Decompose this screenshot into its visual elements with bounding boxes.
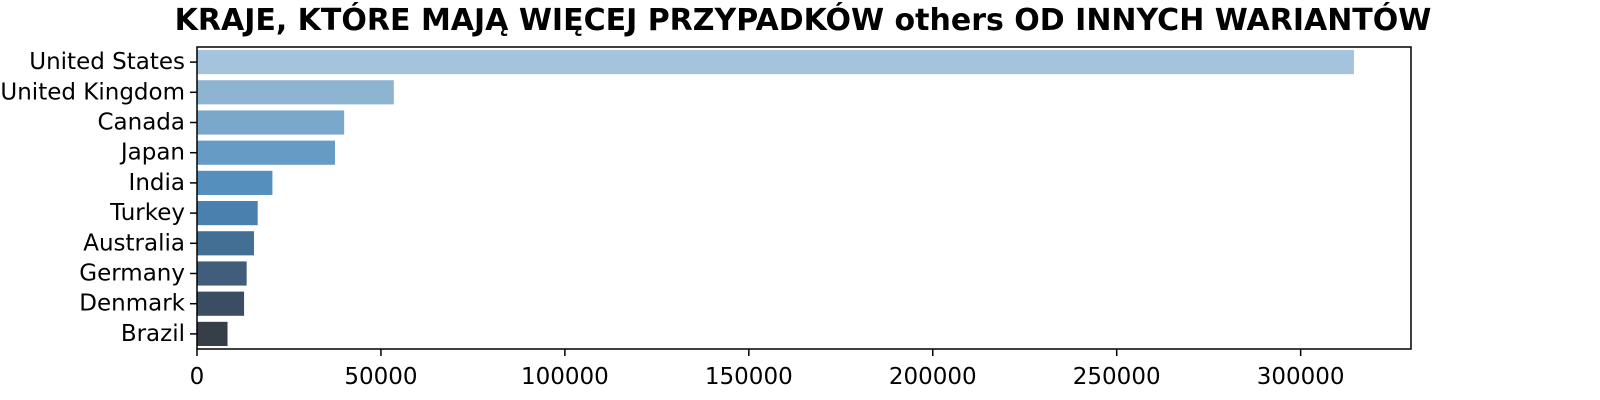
x-tick-label: 100000 bbox=[521, 364, 609, 390]
y-tick-label: Canada bbox=[97, 110, 185, 136]
y-tick-label: Turkey bbox=[109, 200, 185, 226]
x-tick-label: 150000 bbox=[705, 364, 793, 390]
x-tick-label: 300000 bbox=[1257, 364, 1345, 390]
plot-frame bbox=[196, 46, 1412, 350]
bar bbox=[197, 140, 335, 165]
bar bbox=[197, 80, 394, 105]
y-tick-label: Brazil bbox=[121, 321, 185, 347]
y-tick-label: Japan bbox=[119, 140, 185, 166]
y-tick-label: Australia bbox=[83, 230, 185, 256]
bar bbox=[197, 291, 245, 316]
chart-title: KRAJE, KTÓRE MAJĄ WIĘCEJ PRZYPADKÓW othe… bbox=[175, 1, 1432, 38]
x-axis: 0 50000 100000 150000 200000 250000 300000 bbox=[190, 349, 1345, 390]
bar bbox=[197, 170, 273, 195]
bar bbox=[197, 201, 258, 226]
x-tick-label: 50000 bbox=[344, 364, 417, 390]
y-tick-label: United States bbox=[29, 49, 185, 75]
bar bbox=[197, 50, 1354, 75]
x-tick-label: 250000 bbox=[1073, 364, 1161, 390]
bars-group bbox=[197, 50, 1354, 346]
x-tick-label: 0 bbox=[190, 364, 205, 390]
x-tick-label: 200000 bbox=[889, 364, 977, 390]
y-tick-label: Germany bbox=[79, 261, 185, 287]
y-tick-label: Denmark bbox=[79, 291, 185, 317]
bar bbox=[197, 261, 247, 286]
y-axis: United States United Kingdom Canada Japan In… bbox=[0, 49, 197, 347]
bar bbox=[197, 231, 255, 256]
y-tick-label: United Kingdom bbox=[0, 79, 185, 105]
bar bbox=[197, 110, 345, 135]
y-tick-label: India bbox=[129, 170, 185, 196]
bar bbox=[197, 321, 228, 346]
